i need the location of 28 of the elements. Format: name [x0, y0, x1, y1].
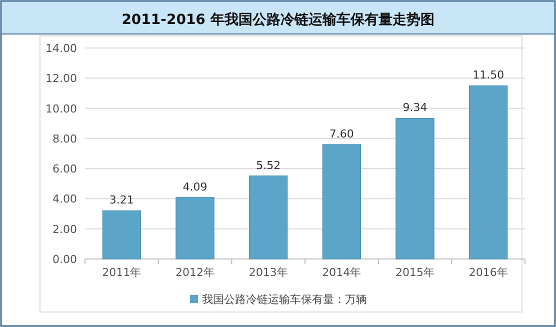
- data-label: 5.52: [256, 158, 281, 172]
- x-tick-label: 2013年: [248, 266, 288, 279]
- x-tick-label: 2012年: [176, 266, 214, 279]
- y-tick-label: 0.00: [52, 253, 77, 266]
- bar: [102, 210, 141, 260]
- bar: [396, 118, 434, 260]
- data-label: 9.34: [402, 101, 428, 114]
- y-tick-label: 2.00: [52, 222, 77, 236]
- y-tick-label: 10.00: [46, 102, 77, 116]
- data-label: 11.50: [472, 68, 504, 82]
- bar: [176, 197, 214, 260]
- data-label: 4.09: [182, 180, 208, 194]
- y-tick-label: 4.00: [52, 192, 77, 206]
- x-tick-label: 2016年: [468, 266, 508, 279]
- bar: [322, 144, 361, 260]
- y-tick-label: 14.00: [46, 42, 77, 55]
- x-tick-label: 2014年: [322, 266, 362, 279]
- chart-title: 2011-2016 年我国公路冷链运输车保有量走势图: [122, 11, 434, 28]
- legend-label: 我国公路冷链运输车保有量：万辆: [202, 293, 367, 306]
- data-label: 7.60: [329, 127, 354, 140]
- x-tick-label: 2015年: [396, 266, 434, 279]
- bar: [249, 176, 288, 260]
- x-tick-label: 2011年: [102, 266, 142, 279]
- y-tick-label: 8.00: [52, 132, 77, 146]
- y-tick-label: 12.00: [46, 72, 77, 86]
- y-tick-label: 6.00: [52, 162, 77, 176]
- bar: [469, 85, 508, 260]
- data-label: 3.21: [109, 194, 134, 207]
